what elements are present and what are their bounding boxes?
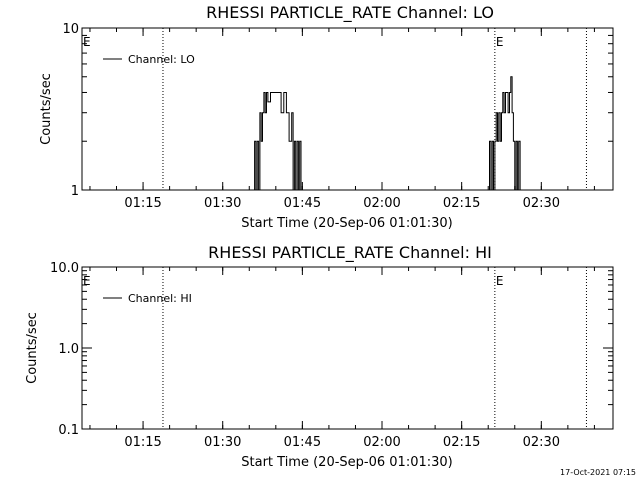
hi-event-marker-label: E [83,274,91,288]
lo-plot-frame [81,27,614,191]
hi-x-tick-label: 02:00 [363,435,400,450]
lo-x-tick-label: 01:15 [124,196,161,211]
lo-y-ticks: 1 10 [62,22,613,199]
lo-series-group [251,76,522,191]
hi-x-tick-label: 02:15 [443,435,480,450]
hi-x-tick-label: 01:30 [204,435,241,450]
lo-y-axis-label: Counts/sec [39,73,54,145]
hi-y-axis-label: Counts/sec [25,312,40,384]
lo-legend-label: Channel: LO [128,53,195,66]
lo-x-ticks: 01:15 01:30 01:45 02:00 02:15 02:30 [89,28,595,211]
hi-y-tick-label: 10.0 [50,261,79,276]
lo-y-tick-label: 10 [62,22,79,37]
lo-x-tick-label: 01:30 [204,196,241,211]
hi-x-tick-label: 01:45 [284,435,321,450]
footer-timestamp: 17-Oct-2021 07:15 [560,468,636,477]
lo-x-tick-label: 02:30 [523,196,560,211]
lo-y-tick-label: 1 [71,184,79,199]
hi-y-tick-label: 1.0 [58,342,79,357]
lo-x-axis-label: Start Time (20-Sep-06 01:01:30) [241,216,452,231]
lo-series-line [251,76,522,191]
hi-x-ticks: 01:15 01:30 01:45 02:00 02:15 02:30 [89,267,595,450]
hi-event-marker-label: E [496,274,504,288]
hi-x-tick-label: 01:15 [124,435,161,450]
hi-chart-title: RHESSI PARTICLE_RATE Channel: HI [208,243,492,263]
hi-channel-panel: RHESSI PARTICLE_RATE Channel: HI Counts/… [25,243,614,470]
hi-legend-label: Channel: HI [128,292,192,305]
hi-y-tick-label: 0.1 [58,423,79,438]
hi-legend: Channel: HI [103,292,192,305]
lo-x-tick-label: 01:45 [284,196,321,211]
lo-channel-panel: RHESSI PARTICLE_RATE Channel: LO Counts/… [39,3,614,231]
hi-x-tick-label: 02:30 [523,435,560,450]
hi-y-ticks: 0.1 1.0 10.0 [50,261,613,438]
hi-x-axis-label: Start Time (20-Sep-06 01:01:30) [241,455,452,470]
lo-chart-title: RHESSI PARTICLE_RATE Channel: LO [206,3,494,23]
lo-event-marker-label: E [496,35,504,49]
lo-x-tick-label: 02:00 [363,196,400,211]
lo-x-tick-label: 02:15 [443,196,480,211]
lo-event-marker-label: E [83,35,91,49]
lo-legend: Channel: LO [103,53,195,66]
